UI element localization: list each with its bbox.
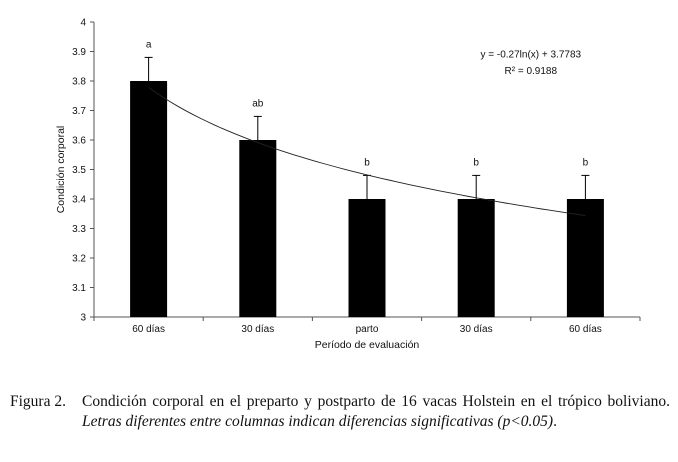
significance-letters: a ab b b b [146, 39, 589, 168]
bar [566, 199, 604, 317]
error-bars [144, 56, 590, 199]
bars [130, 81, 604, 317]
caption-end: . [553, 413, 557, 430]
y-tick-label: 3 [80, 313, 86, 324]
y-tick-label: 3.6 [72, 136, 86, 147]
y-tick-label: 3.4 [72, 195, 86, 206]
y-tick-label: 3.9 [72, 47, 86, 58]
trendline-equation: y = -0.27ln(x) + 3.7783 [480, 49, 581, 60]
y-axis-title: Condición corporal [55, 126, 67, 214]
y-tick-label: 3.2 [72, 254, 86, 265]
caption-italic-text: Letras diferentes entre columnas indican… [82, 413, 554, 430]
y-tick-label: 3.5 [72, 165, 86, 176]
y-tick-label: 3.3 [72, 224, 86, 235]
significance-letter: b [364, 157, 370, 168]
bar [239, 140, 277, 317]
x-axis-title: Período de evaluación [315, 339, 420, 351]
trendline-r2: R² = 0.9188 [505, 66, 558, 77]
significance-letter: ab [252, 98, 264, 109]
y-tick-label: 3.8 [72, 77, 86, 88]
caption-body: Condición corporal en el preparto y post… [82, 392, 670, 432]
y-tick-label: 3.7 [72, 106, 86, 117]
x-tick-label: parto [356, 324, 379, 335]
significance-letter: b [583, 157, 589, 168]
trendline [148, 87, 586, 217]
x-tick-label: 60 días [569, 324, 602, 335]
bar [457, 199, 495, 317]
x-tick-label: 30 días [241, 324, 274, 335]
caption-label: Figura 2. [10, 393, 66, 410]
x-ticks: 60 días 30 días parto 30 días 60 días [93, 317, 641, 335]
y-ticks: 3 3.1 3.2 3.3 3.4 3.5 3.6 3.7 3.8 3.9 4 [72, 18, 94, 324]
caption-text: Condición corporal en el preparto y post… [82, 393, 670, 410]
bar-chart: 3 3.1 3.2 3.3 3.4 3.5 3.6 3.7 3.8 3.9 4 60 días 30 … [55, 18, 641, 351]
significance-letter: a [146, 39, 152, 50]
y-tick-label: 3.1 [72, 283, 86, 294]
significance-letter: b [473, 157, 479, 168]
x-tick-label: 60 días [132, 324, 165, 335]
x-tick-label: 30 días [460, 324, 493, 335]
y-tick-label: 4 [80, 18, 86, 29]
bar [348, 199, 386, 317]
bar [130, 81, 168, 317]
